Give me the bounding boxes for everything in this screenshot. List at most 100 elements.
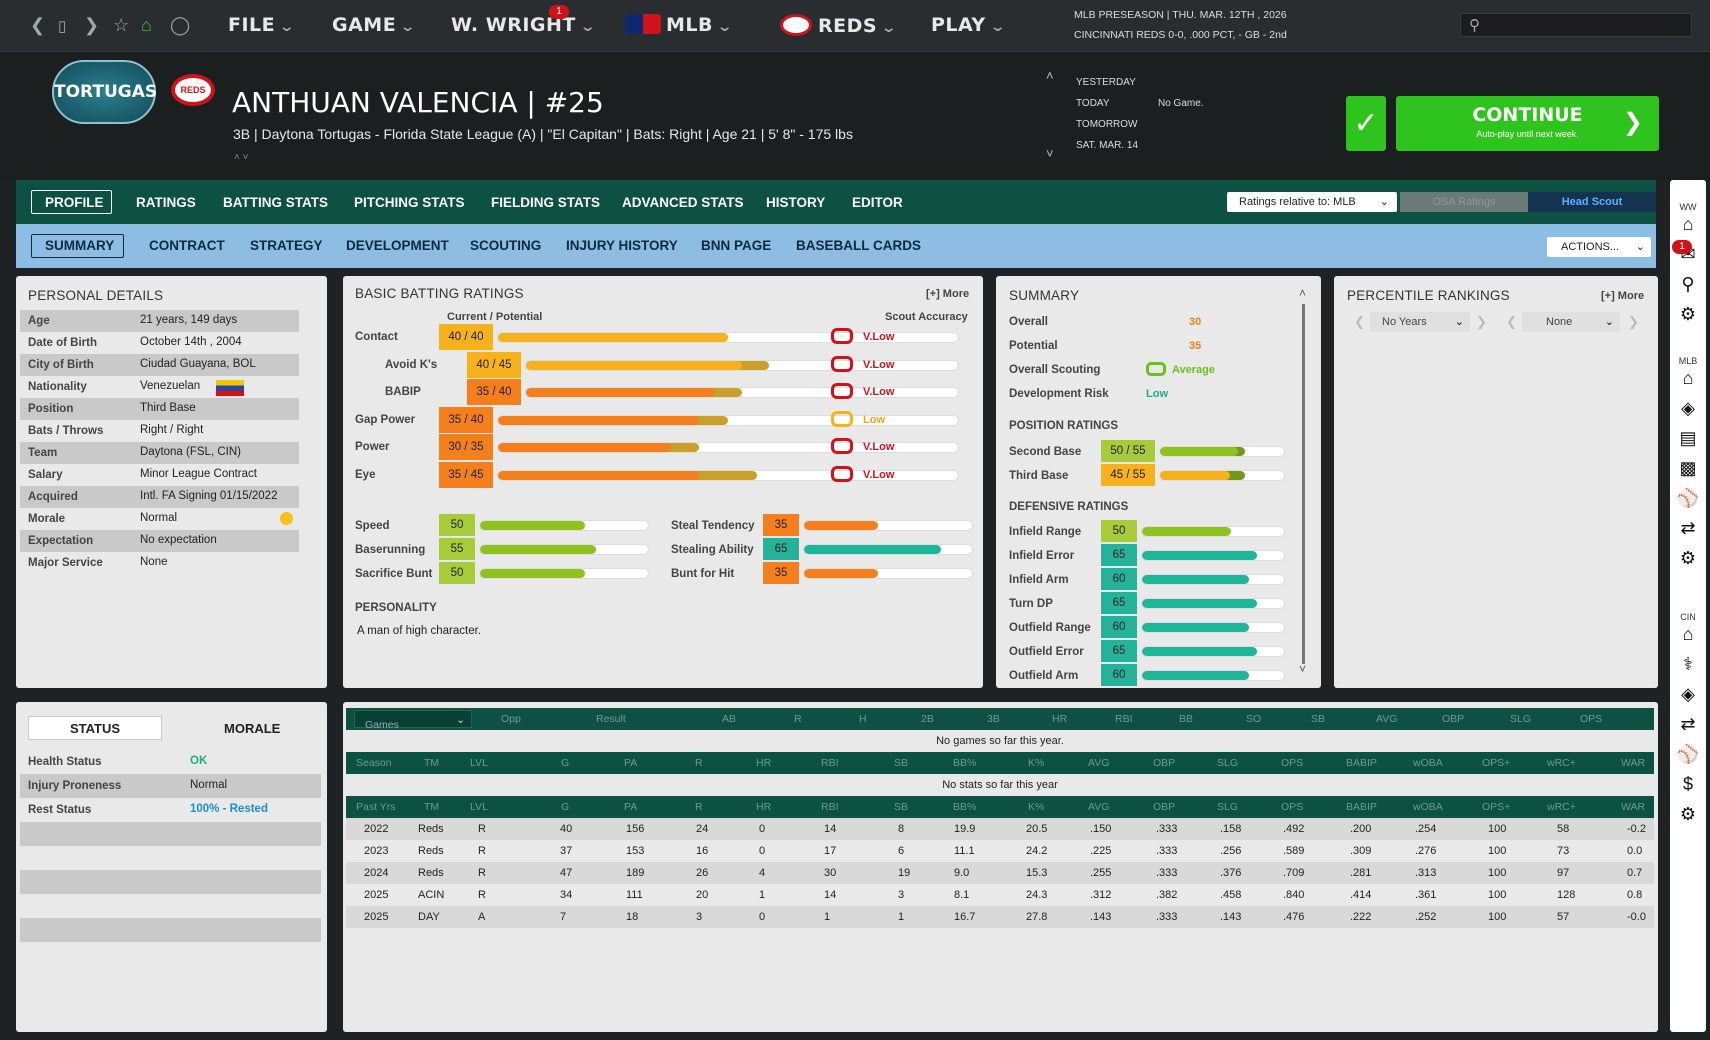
diamond-icon[interactable]: ◈ bbox=[1681, 684, 1695, 704]
past-col-header[interactable]: SB bbox=[894, 801, 909, 813]
table-row[interactable]: 2025 ACIN R 34 111 20 1 14 3 8.1 24.3 .312 .382 .458.… bbox=[346, 884, 1654, 906]
menu-reds[interactable]: REDS ⌄ bbox=[780, 14, 897, 37]
games-col-header[interactable]: SB bbox=[1311, 713, 1326, 725]
bar-chart-icon[interactable]: ▩ bbox=[1679, 458, 1697, 478]
season-col-header[interactable]: AVG bbox=[1088, 757, 1110, 769]
menu-file[interactable]: FILE ⌄ bbox=[228, 14, 296, 36]
tab-history[interactable]: HISTORY bbox=[766, 195, 826, 210]
season-col-header[interactable]: BABIP bbox=[1346, 757, 1377, 769]
season-col-header[interactable]: OPS bbox=[1281, 757, 1304, 769]
season-col-header[interactable]: RBI bbox=[821, 757, 839, 769]
past-col-header[interactable]: K% bbox=[1028, 801, 1045, 813]
scroll-up-icon[interactable]: ˄ bbox=[1299, 286, 1307, 300]
games-col-header[interactable]: AB bbox=[722, 713, 737, 725]
transfer-icon[interactable]: ⇄ bbox=[1680, 518, 1696, 538]
continue-button[interactable]: CONTINUE Auto-play until next week. ❯ bbox=[1396, 96, 1659, 151]
tab-morale[interactable]: MORALE bbox=[224, 721, 281, 736]
menu-mlb[interactable]: MLB ⌄ bbox=[625, 14, 733, 36]
baseball-icon[interactable]: ⚾ bbox=[1676, 744, 1700, 764]
season-col-header[interactable]: TM bbox=[424, 757, 440, 769]
lightbulb-icon[interactable]: ◯ bbox=[170, 15, 191, 35]
season-col-header[interactable]: OPS+ bbox=[1482, 757, 1511, 769]
tab-editor[interactable]: EDITOR bbox=[852, 195, 903, 210]
games-col-header[interactable]: 3B bbox=[987, 713, 1000, 725]
tab-profile[interactable]: PROFILE bbox=[45, 195, 104, 210]
tab-advanced-stats[interactable]: ADVANCED STATS bbox=[622, 195, 744, 210]
past-col-header[interactable]: OBP bbox=[1153, 801, 1176, 813]
season-col-header[interactable]: SB bbox=[894, 757, 909, 769]
table-row[interactable]: 2023 Reds R 37 153 16 0 17 6 11.1 24.2 .225 .333 .256… bbox=[346, 840, 1654, 862]
gear-icon[interactable]: ⚙ bbox=[1679, 804, 1697, 824]
table-row[interactable]: 2025 DAY A 7 18 3 0 1 1 16.7 27.8 .143 .333 .143 .476.… bbox=[346, 906, 1654, 928]
past-col-header[interactable]: BABIP bbox=[1346, 801, 1377, 813]
chevron-right-icon[interactable]: ❯ bbox=[1476, 314, 1487, 329]
games-col-header[interactable]: R bbox=[794, 713, 802, 725]
past-col-header[interactable]: wRC+ bbox=[1547, 801, 1576, 813]
games-col-header[interactable]: Result bbox=[596, 713, 626, 725]
more-link[interactable]: [+] More bbox=[926, 288, 970, 300]
sort-arrows-icon[interactable]: ˄ ˅ bbox=[234, 152, 249, 163]
season-col-header[interactable]: K% bbox=[1028, 757, 1045, 769]
season-col-header[interactable]: PA bbox=[624, 757, 638, 769]
actions-select[interactable]: ACTIONS... ⌄ bbox=[1547, 237, 1651, 257]
phone-icon[interactable]: ▯ bbox=[58, 18, 67, 35]
ratings-relative-select[interactable]: Ratings relative to: MLB ⌄ bbox=[1227, 192, 1397, 212]
tab-batting-stats[interactable]: BATTING STATS bbox=[223, 195, 328, 210]
tab-bnn-page[interactable]: BNN PAGE bbox=[701, 238, 772, 253]
tab-fielding-stats[interactable]: FIELDING STATS bbox=[491, 195, 600, 210]
games-col-header[interactable]: BB bbox=[1179, 713, 1194, 725]
forward-arrow-icon[interactable]: ❯ bbox=[84, 15, 100, 35]
games-col-header[interactable]: RBI bbox=[1115, 713, 1133, 725]
chevron-up-icon[interactable]: ˄ bbox=[1046, 68, 1054, 83]
games-col-header[interactable]: HR bbox=[1052, 713, 1068, 725]
home-icon[interactable]: ⌂ bbox=[1682, 368, 1694, 388]
compare-select[interactable]: None ⌄ bbox=[1522, 312, 1620, 332]
dollar-icon[interactable]: $ bbox=[1682, 774, 1693, 794]
tab-ratings[interactable]: RATINGS bbox=[136, 195, 196, 210]
past-col-header[interactable]: BB% bbox=[953, 801, 977, 813]
home-icon[interactable]: ⌂ bbox=[1682, 214, 1694, 234]
chevron-left-icon[interactable]: ❮ bbox=[1354, 314, 1365, 329]
season-col-header[interactable]: OBP bbox=[1153, 757, 1176, 769]
star-icon[interactable]: ☆ bbox=[113, 15, 130, 35]
past-col-header[interactable]: SLG bbox=[1217, 801, 1239, 813]
day-yesterday[interactable]: YESTERDAY bbox=[1076, 77, 1136, 88]
past-col-header[interactable]: G bbox=[561, 801, 570, 813]
back-arrow-icon[interactable]: ❮ bbox=[30, 15, 46, 35]
tab-development[interactable]: DEVELOPMENT bbox=[346, 238, 449, 253]
games-col-header[interactable]: Opp bbox=[501, 713, 521, 725]
season-col-header[interactable]: R bbox=[695, 757, 703, 769]
gear-icon[interactable]: ⚙ bbox=[1679, 304, 1697, 324]
home-icon[interactable]: ⌂ bbox=[1682, 624, 1694, 644]
search-icon[interactable]: ⚲ bbox=[1681, 274, 1695, 294]
confirm-check-button[interactable]: ✓ bbox=[1346, 96, 1386, 151]
chevron-down-icon[interactable]: ˅ bbox=[1046, 146, 1054, 161]
osa-ratings-toggle[interactable]: OSA Ratings bbox=[1400, 192, 1528, 212]
chevron-right-icon[interactable]: ❯ bbox=[1628, 314, 1639, 329]
games-col-header[interactable]: AVG bbox=[1376, 713, 1398, 725]
past-col-header[interactable]: R bbox=[695, 801, 703, 813]
card-icon[interactable]: ▤ bbox=[1679, 428, 1697, 448]
search-input[interactable]: ⚲ bbox=[1460, 13, 1692, 37]
team-logo[interactable]: TORTUGAS bbox=[52, 60, 157, 124]
past-col-header[interactable]: LVL bbox=[470, 801, 488, 813]
transfer-icon[interactable]: ⇄ bbox=[1680, 714, 1696, 734]
head-scout-toggle[interactable]: Head Scout bbox=[1528, 192, 1656, 212]
tab-scouting[interactable]: SCOUTING bbox=[470, 238, 542, 253]
season-col-header[interactable]: SLG bbox=[1217, 757, 1239, 769]
tab-strategy[interactable]: STRATEGY bbox=[250, 238, 323, 253]
tab-injury-history[interactable]: INJURY HISTORY bbox=[566, 238, 678, 253]
games-col-header[interactable]: 2B bbox=[921, 713, 934, 725]
scrollbar[interactable] bbox=[1302, 304, 1305, 664]
day-saturday[interactable]: SAT. MAR. 14 bbox=[1076, 140, 1139, 151]
games-col-header[interactable]: SLG bbox=[1510, 713, 1532, 725]
games-select[interactable]: Games ⌄ bbox=[354, 710, 472, 731]
menu-game[interactable]: GAME ⌄ bbox=[332, 14, 417, 36]
season-col-header[interactable]: LVL bbox=[470, 757, 488, 769]
more-link[interactable]: [+] More bbox=[1601, 290, 1645, 302]
table-row[interactable]: 2024 Reds R 47 189 26 4 30 19 9.0 15.3 .255 .333 .376… bbox=[346, 862, 1654, 884]
baseball-icon[interactable]: ⚾ bbox=[1676, 488, 1700, 508]
games-col-header[interactable]: OPS bbox=[1580, 713, 1603, 725]
menu-manager[interactable]: W. WRIGHT ⌄ bbox=[451, 14, 597, 36]
home-icon[interactable]: ⌂ bbox=[141, 15, 152, 35]
